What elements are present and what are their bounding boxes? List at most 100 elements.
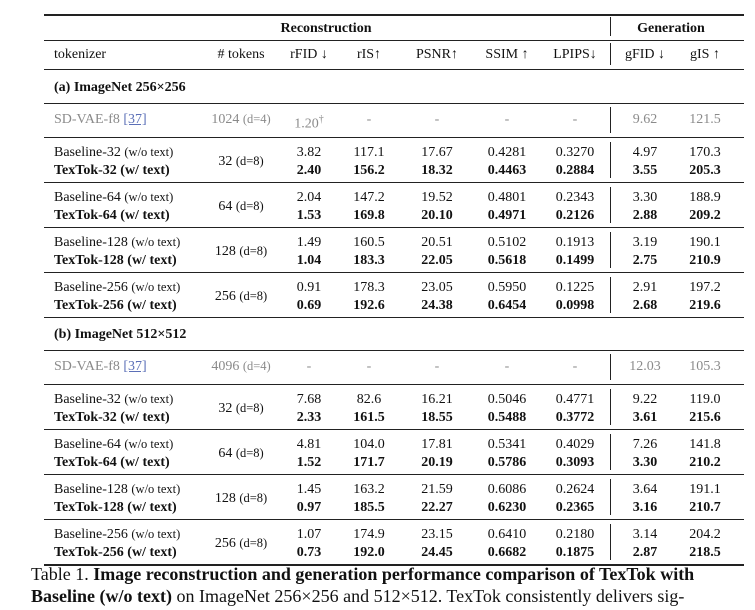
textok-value: 2.68 (632, 298, 658, 313)
textok-value: 20.19 (421, 455, 453, 470)
baseline-value: 0.4029 (555, 437, 595, 452)
pair-tokens: 32 (d=8) (201, 153, 281, 170)
textok-value: 205.3 (689, 163, 721, 178)
textok-value: 22.27 (421, 500, 453, 515)
pair-tokens: 256 (d=8) (201, 535, 281, 552)
baseline-value: 2.91 (632, 280, 658, 295)
section-title: (b) ImageNet 512×512 (54, 327, 187, 342)
textok-tag: (w/ text) (120, 455, 170, 470)
reference-dim: (d=4) (242, 359, 271, 373)
citation-link[interactable]: [37] (123, 112, 147, 127)
baseline-value: 3.19 (632, 235, 658, 250)
pair-tokens-dim: (d=8) (235, 446, 264, 460)
baseline-value: 23.05 (421, 280, 453, 295)
reference-row-tokens: 4096 (d=4) (201, 358, 281, 375)
textok-row-name: TexTok-32 (w/ text) (54, 162, 170, 179)
baseline-value: 23.15 (421, 527, 453, 542)
textok-value: 218.5 (689, 545, 721, 560)
textok-value: 209.2 (689, 208, 721, 223)
baseline-value: 7.26 (632, 437, 658, 452)
baseline-value: 0.4281 (487, 145, 527, 160)
textok-tag: (w/ text) (127, 500, 177, 515)
baseline-name: Baseline-128 (54, 235, 128, 250)
reference-divider (610, 107, 611, 133)
reference-value: - (366, 359, 372, 374)
column-header-3: SSIM ↑ (485, 47, 529, 62)
caption-bold-baseline: Baseline (w/o text) (31, 586, 172, 606)
textok-value: 0.5618 (487, 253, 527, 268)
pair-divider (610, 232, 611, 268)
reference-value: - (504, 112, 510, 127)
section-rule (44, 317, 744, 318)
textok-value: 3.16 (632, 500, 658, 515)
reference-value: - (572, 359, 578, 374)
textok-value: 0.6454 (487, 298, 527, 313)
textok-value: 171.7 (353, 455, 385, 470)
textok-value: 0.97 (296, 500, 322, 515)
caption-text: on ImageNet 256×256 and 512×512. TexTok … (176, 586, 685, 606)
pair-tokens-count: 256 (214, 536, 236, 551)
baseline-value: 0.5950 (487, 280, 527, 295)
pair-tokens: 64 (d=8) (201, 445, 281, 462)
column-header-1: rIS↑ (356, 47, 382, 62)
baseline-value: 9.22 (632, 392, 658, 407)
baseline-value: 1.45 (296, 482, 322, 497)
textok-value: 18.55 (421, 410, 453, 425)
pair-rule (44, 429, 744, 430)
pair-tokens-count: 32 (218, 154, 233, 169)
header-rule (44, 69, 744, 70)
textok-value: 0.5488 (487, 410, 527, 425)
textok-row-name: TexTok-64 (w/ text) (54, 207, 170, 224)
textok-row-name: TexTok-64 (w/ text) (54, 454, 170, 471)
baseline-value: 16.21 (421, 392, 453, 407)
baseline-tag: (w/o text) (124, 145, 174, 159)
textok-value: 0.2126 (555, 208, 595, 223)
reference-value: - (306, 359, 312, 374)
section-title-rule (44, 350, 744, 351)
textok-value: 2.33 (296, 410, 322, 425)
reference-row-name: SD-VAE-f8 [37] (54, 111, 147, 128)
baseline-tag: (w/o text) (131, 482, 181, 496)
baseline-value: 21.59 (421, 482, 453, 497)
column-header-5: gFID ↓ (624, 47, 666, 62)
textok-tag: (w/ text) (120, 208, 170, 223)
pair-tokens-dim: (d=8) (239, 289, 268, 303)
baseline-row-name: Baseline-32 (w/o text) (54, 391, 173, 408)
textok-value: 0.1875 (555, 545, 595, 560)
baseline-name: Baseline-64 (54, 437, 121, 452)
baseline-value: 4.97 (632, 145, 658, 160)
textok-value: 2.40 (296, 163, 322, 178)
baseline-value: 0.2180 (555, 527, 595, 542)
textok-value: 0.5786 (487, 455, 527, 470)
pair-tokens-count: 128 (214, 491, 236, 506)
textok-row-name: TexTok-256 (w/ text) (54, 297, 177, 314)
textok-value: 161.5 (353, 410, 385, 425)
textok-value: 0.6230 (487, 500, 527, 515)
baseline-value: 191.1 (689, 482, 721, 497)
reference-name: SD-VAE-f8 (54, 112, 120, 127)
textok-value: 0.2365 (555, 500, 595, 515)
textok-value: 0.69 (296, 298, 322, 313)
baseline-value: 204.2 (689, 527, 721, 542)
pair-divider (610, 479, 611, 515)
baseline-value: 1.49 (296, 235, 322, 250)
column-header-4: LPIPS↓ (553, 47, 597, 62)
textok-name: TexTok-256 (54, 298, 124, 313)
reference-dim: (d=4) (242, 112, 271, 126)
reference-row-tokens: 1024 (d=4) (201, 111, 281, 128)
baseline-value: 0.91 (296, 280, 322, 295)
baseline-value: 197.2 (689, 280, 721, 295)
baseline-value: 0.2343 (555, 190, 595, 205)
textok-value: 0.6682 (487, 545, 527, 560)
baseline-value: 82.6 (356, 392, 382, 407)
pair-tokens: 128 (d=8) (201, 490, 281, 507)
pair-divider (610, 434, 611, 470)
pair-tokens: 32 (d=8) (201, 400, 281, 417)
baseline-value: 3.64 (632, 482, 658, 497)
citation-link[interactable]: [37] (123, 359, 147, 374)
baseline-value: 190.1 (689, 235, 721, 250)
column-header-2: PSNR↑ (415, 47, 459, 62)
baseline-name: Baseline-128 (54, 482, 128, 497)
reference-row-name: SD-VAE-f8 [37] (54, 358, 147, 375)
caption-bold-title: Image reconstruction and generation perf… (93, 564, 695, 584)
